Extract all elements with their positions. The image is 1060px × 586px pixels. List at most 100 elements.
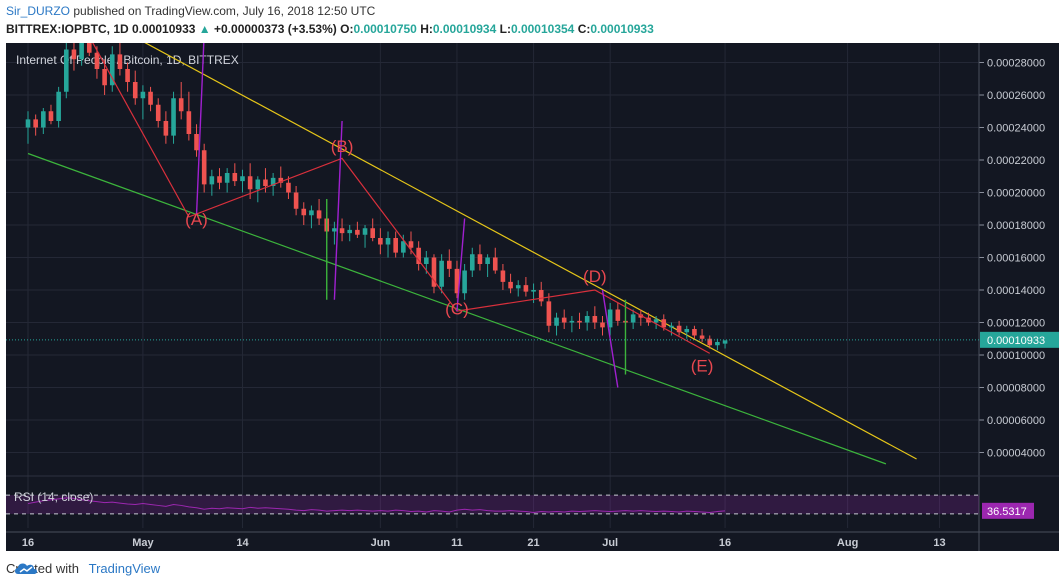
rsi-band — [6, 495, 979, 514]
candle-body — [378, 238, 383, 245]
candle-body — [508, 281, 513, 289]
candle-body — [561, 317, 567, 323]
y-tick-label: 0.00026000 — [987, 90, 1045, 102]
open-label: O: — [340, 22, 354, 36]
x-tick-label: Jun — [371, 537, 391, 549]
candle-body — [661, 319, 667, 328]
candle-body — [41, 111, 46, 128]
y-tick-label: 0.00022000 — [987, 155, 1045, 167]
last-price-tag — [980, 331, 1059, 348]
candle-body — [401, 241, 406, 253]
candle-body — [439, 260, 444, 287]
candle-body — [431, 257, 437, 287]
candle-body — [178, 98, 184, 112]
candle-body — [247, 176, 253, 190]
candle-body — [232, 173, 238, 182]
candle-body — [301, 208, 307, 216]
candle-body — [64, 49, 69, 92]
candle-body — [255, 179, 261, 190]
publish-header: Sir_DURZO published on TradingView.com, … — [6, 4, 375, 18]
candle-body — [676, 325, 682, 333]
rsi-value-tag — [982, 502, 1034, 519]
candle-body — [469, 254, 475, 271]
candle-body — [148, 91, 153, 105]
wave-label: (D) — [583, 267, 607, 286]
trendline-upper — [144, 43, 917, 460]
candle-body — [56, 91, 61, 121]
y-tick-label: 0.00020000 — [987, 188, 1045, 200]
candle-body — [630, 314, 636, 323]
candle-body — [485, 257, 490, 264]
y-tick-label: 0.00018000 — [987, 220, 1045, 232]
spike-line — [601, 289, 619, 388]
candle-body — [715, 342, 720, 346]
high-label: H: — [420, 22, 433, 36]
candle-body — [278, 177, 284, 183]
candle-body — [362, 228, 368, 235]
spike-line — [333, 120, 343, 300]
candle-body — [492, 257, 498, 271]
candle-body — [224, 173, 230, 183]
candle-body — [263, 179, 268, 186]
x-tick-label: 14 — [236, 537, 249, 549]
author-link[interactable]: Sir_DURZO — [6, 4, 71, 18]
change-value: +0.00000373 (+3.53%) — [214, 22, 337, 36]
candle-body — [240, 176, 245, 182]
candle-body — [462, 270, 467, 294]
candle-body — [117, 54, 123, 69]
candle-body — [109, 54, 115, 86]
candle-body — [332, 228, 337, 232]
candle-body — [79, 43, 84, 60]
y-tick-label: 0.00006000 — [987, 415, 1045, 427]
candle-body — [546, 301, 552, 326]
candle-body — [48, 111, 54, 121]
candle-body — [554, 317, 559, 326]
last-price-label: 0.00010933 — [987, 335, 1045, 347]
candle-body — [607, 309, 613, 328]
x-tick-label: Jul — [602, 537, 618, 549]
low-label: L: — [499, 22, 511, 36]
candle-body — [347, 229, 353, 234]
spike-line — [456, 218, 466, 312]
candle-body — [722, 340, 728, 344]
candle-body — [653, 319, 659, 323]
rsi-label: RSI (14, close) — [14, 490, 93, 504]
open-value: 0.00010750 — [353, 22, 417, 36]
candle-body — [33, 119, 38, 128]
candle-body — [408, 241, 414, 248]
y-tick-label: 0.00004000 — [987, 448, 1045, 460]
up-triangle-icon: ▲ — [198, 22, 211, 36]
x-tick-label: 11 — [451, 537, 463, 549]
candle-body — [355, 229, 360, 235]
candle-body — [669, 325, 674, 328]
candle-body — [424, 257, 429, 264]
candle-body — [707, 338, 713, 346]
candle-body — [171, 98, 176, 136]
low-value: 0.00010354 — [510, 22, 575, 36]
candle-body — [286, 182, 291, 193]
ohlc-header: BITTREX:IOPBTC, 1D 0.00010933 ▲ +0.00000… — [6, 22, 654, 36]
candle-body — [600, 322, 605, 328]
chart-svg[interactable]: 0.00028000 0.00026000 0.00024000 0.00022000… — [6, 43, 1059, 551]
wave-label: (B) — [331, 137, 354, 156]
candle-body — [531, 290, 536, 292]
y-tick-label: 0.00014000 — [987, 285, 1045, 297]
candle-body — [186, 111, 192, 134]
tradingview-link[interactable]: TradingView — [88, 561, 161, 576]
candle-body — [584, 316, 590, 323]
x-tick-label: 21 — [527, 537, 539, 549]
candle-body — [201, 150, 207, 185]
candle-body — [515, 285, 521, 289]
candle-body — [416, 247, 421, 264]
x-tick-label: Aug — [837, 537, 858, 549]
candle-body — [140, 91, 146, 99]
candle-body — [125, 69, 130, 82]
candle-body — [94, 52, 100, 69]
spike-line — [195, 43, 205, 216]
candle-body — [370, 228, 375, 238]
chart-frame[interactable]: 0.00028000 0.00026000 0.00024000 0.00022000… — [6, 43, 1059, 551]
high-value: 0.00010934 — [432, 22, 497, 36]
pattern-path — [92, 43, 711, 354]
wave-label: (E) — [691, 356, 714, 375]
candle-body — [194, 134, 199, 151]
